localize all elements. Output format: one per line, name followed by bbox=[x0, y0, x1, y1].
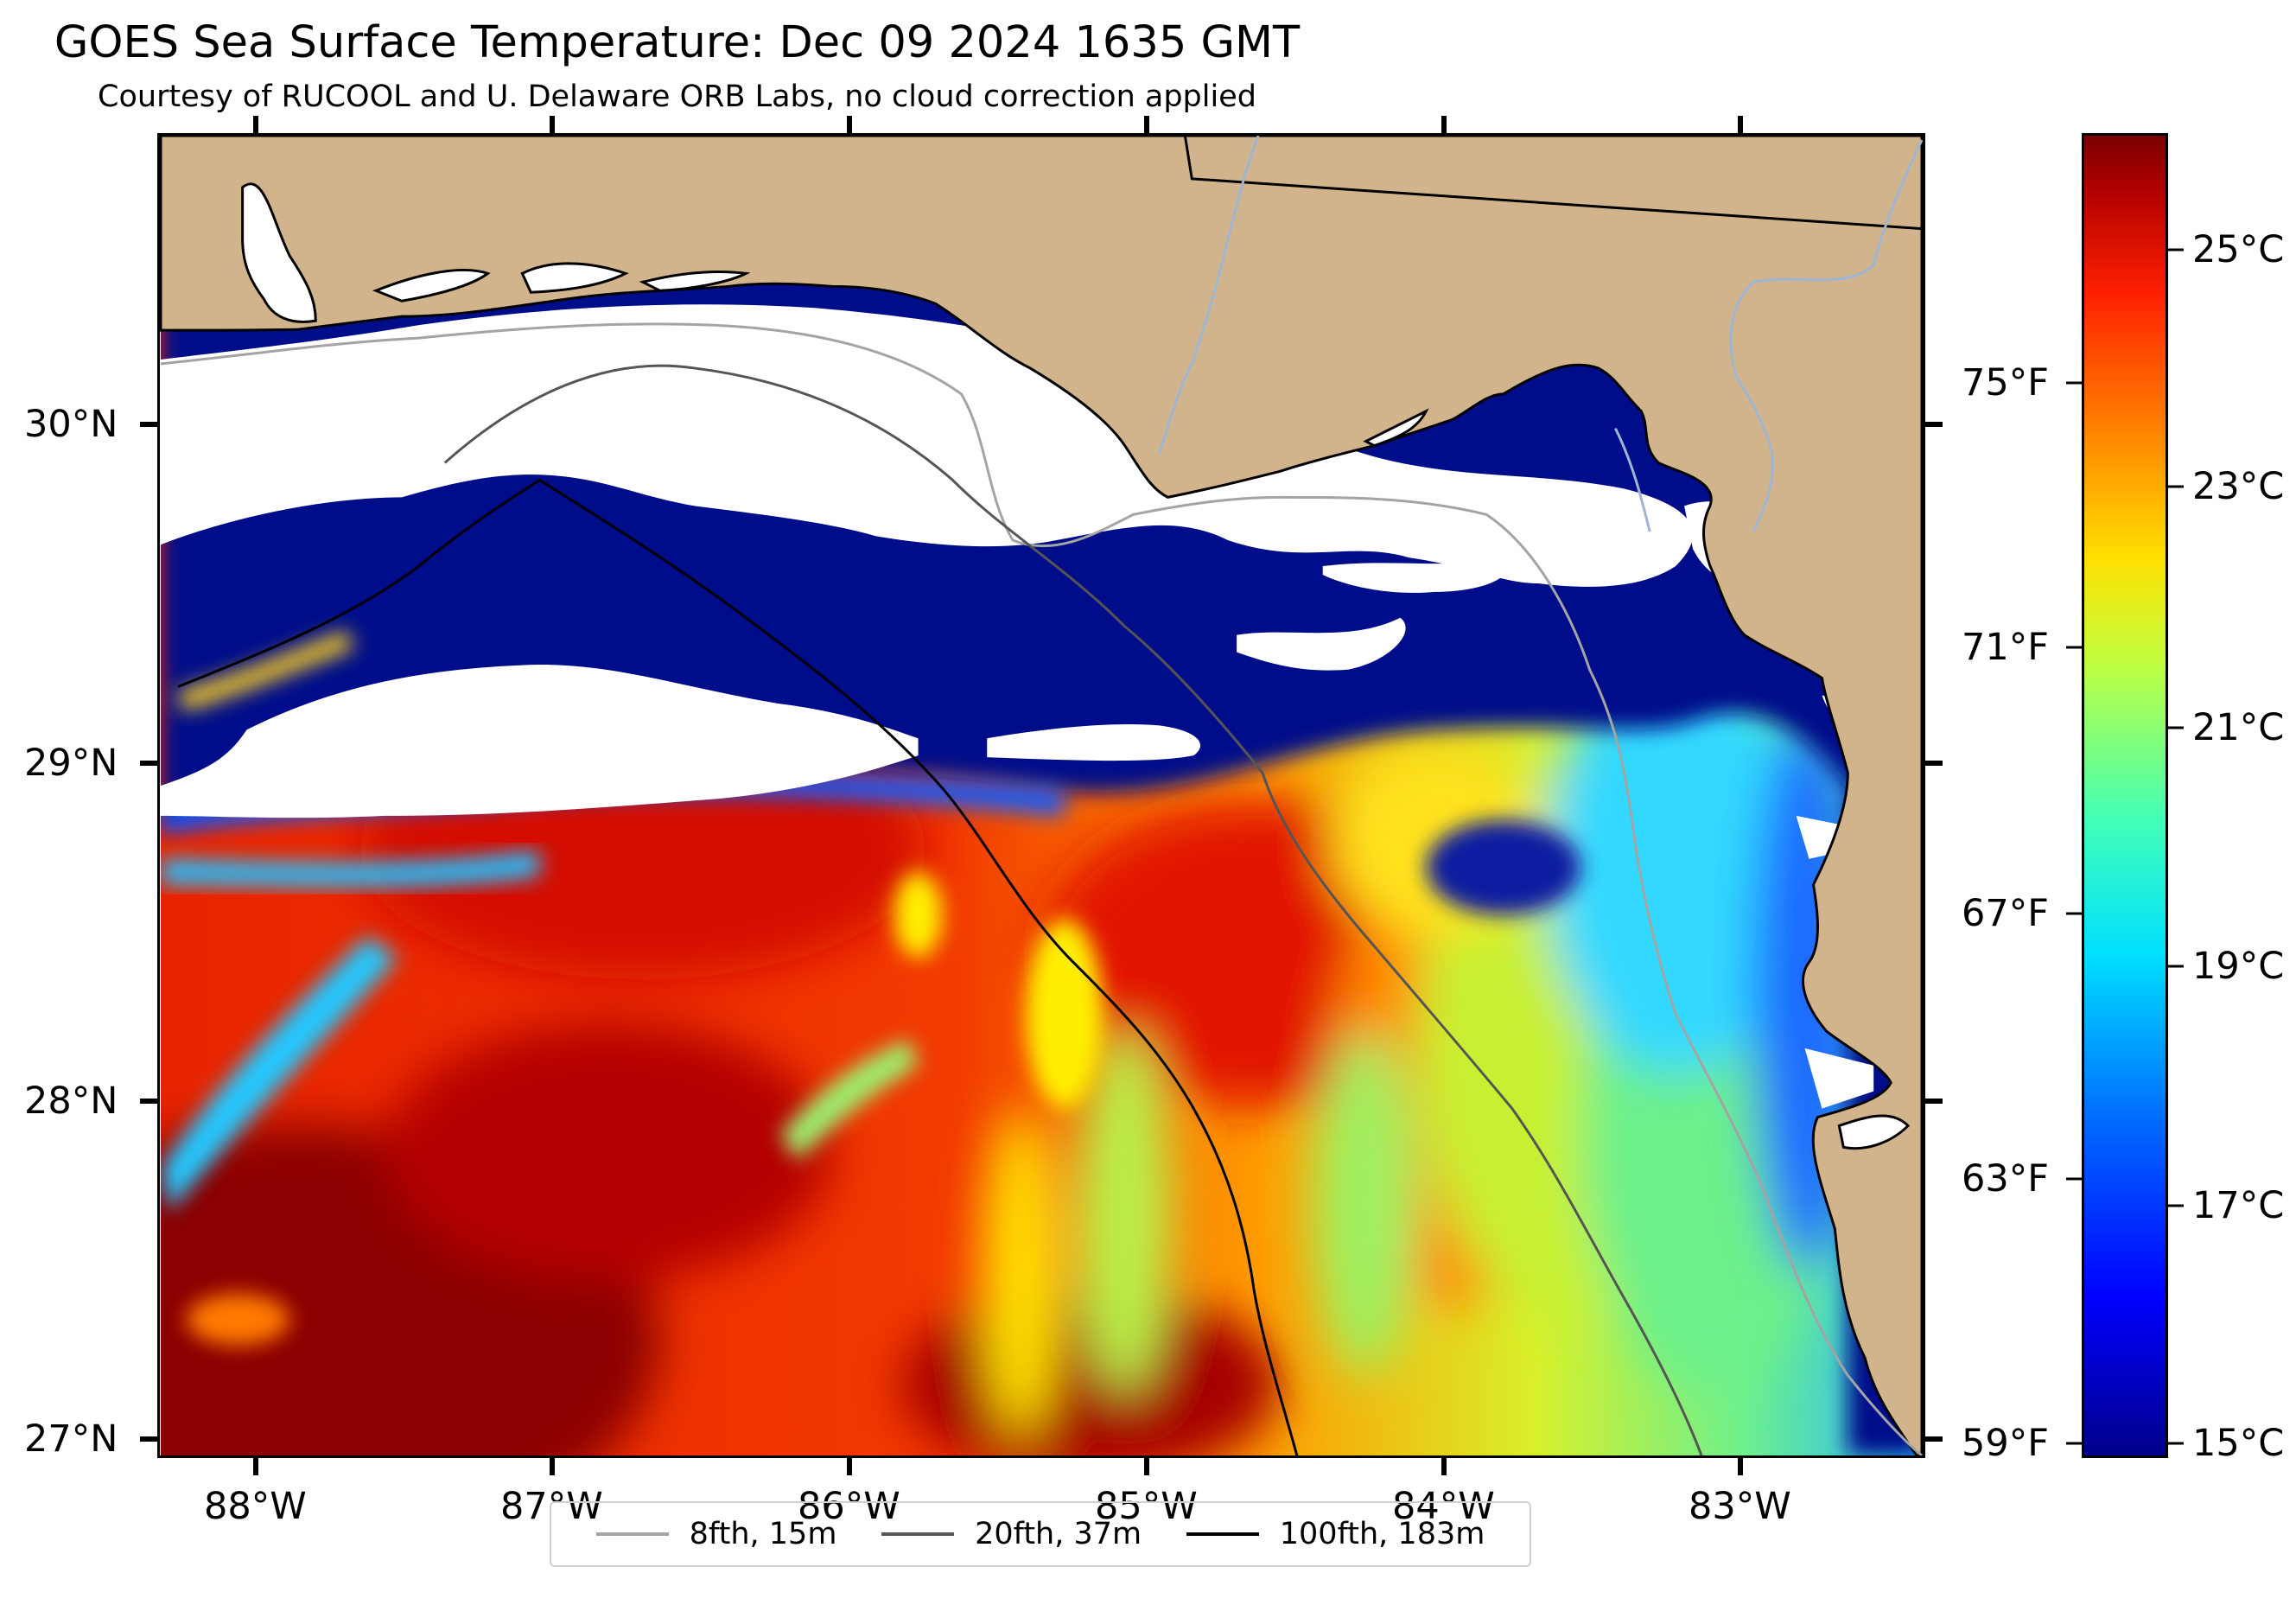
colorbar-fahrenheit-label: 63°F bbox=[1962, 1157, 2049, 1200]
lat-label: 27°N bbox=[24, 1417, 118, 1461]
lon-label: 87°W bbox=[500, 1485, 603, 1528]
colorbar-celsius-label: 19°C bbox=[2192, 945, 2285, 988]
lon-label: 85°W bbox=[1095, 1485, 1198, 1528]
contour-20fth bbox=[443, 364, 1703, 1455]
colorbar-celsius-label: 21°C bbox=[2192, 706, 2285, 749]
colorbar-fahrenheit-label: 67°F bbox=[1962, 892, 2049, 935]
rivers bbox=[1158, 136, 1923, 532]
legend-item: 100fth, 183m bbox=[1186, 1517, 1485, 1551]
legend-item: 8fth, 15m bbox=[595, 1517, 837, 1551]
legend-label: 8fth, 15m bbox=[689, 1517, 837, 1551]
lon-label: 84°W bbox=[1392, 1485, 1495, 1528]
lon-label: 86°W bbox=[798, 1485, 900, 1528]
colorbar-fahrenheit-label: 75°F bbox=[1962, 361, 2049, 404]
legend-line-100fth bbox=[1186, 1532, 1259, 1536]
lon-label: 88°W bbox=[204, 1485, 307, 1528]
legend-label: 100fth, 183m bbox=[1279, 1517, 1485, 1551]
state-boundary bbox=[1183, 136, 1923, 231]
map-title: GOES Sea Surface Temperature: Dec 09 202… bbox=[54, 17, 1301, 68]
colorbar bbox=[2082, 133, 2168, 1458]
lat-label: 29°N bbox=[24, 742, 118, 785]
map-subtitle: Courtesy of RUCOOL and U. Delaware ORB L… bbox=[98, 80, 1256, 114]
contour-legend: 8fth, 15m 20fth, 37m 100fth, 183m bbox=[550, 1501, 1531, 1567]
lat-label: 28°N bbox=[24, 1079, 118, 1123]
colorbar-fahrenheit-label: 71°F bbox=[1962, 626, 2049, 669]
contour-8fth bbox=[160, 322, 1923, 1455]
contour-100fth bbox=[177, 478, 1299, 1455]
legend-item: 20fth, 37m bbox=[881, 1517, 1142, 1551]
legend-line-8fth bbox=[595, 1532, 669, 1536]
colorbar-celsius-label: 23°C bbox=[2192, 465, 2285, 508]
sst-map bbox=[157, 133, 1925, 1458]
lon-label: 83°W bbox=[1689, 1485, 1791, 1528]
bathymetry-contours bbox=[160, 322, 1923, 1455]
colorbar-celsius-label: 25°C bbox=[2192, 228, 2285, 271]
colorbar-celsius-label: 17°C bbox=[2192, 1184, 2285, 1227]
land bbox=[160, 136, 1923, 1455]
colorbar-fahrenheit-label: 59°F bbox=[1962, 1422, 2049, 1465]
legend-line-20fth bbox=[881, 1532, 955, 1536]
lat-label: 30°N bbox=[24, 403, 118, 446]
colorbar-celsius-label: 15°C bbox=[2192, 1422, 2285, 1465]
legend-label: 20fth, 37m bbox=[975, 1517, 1142, 1551]
